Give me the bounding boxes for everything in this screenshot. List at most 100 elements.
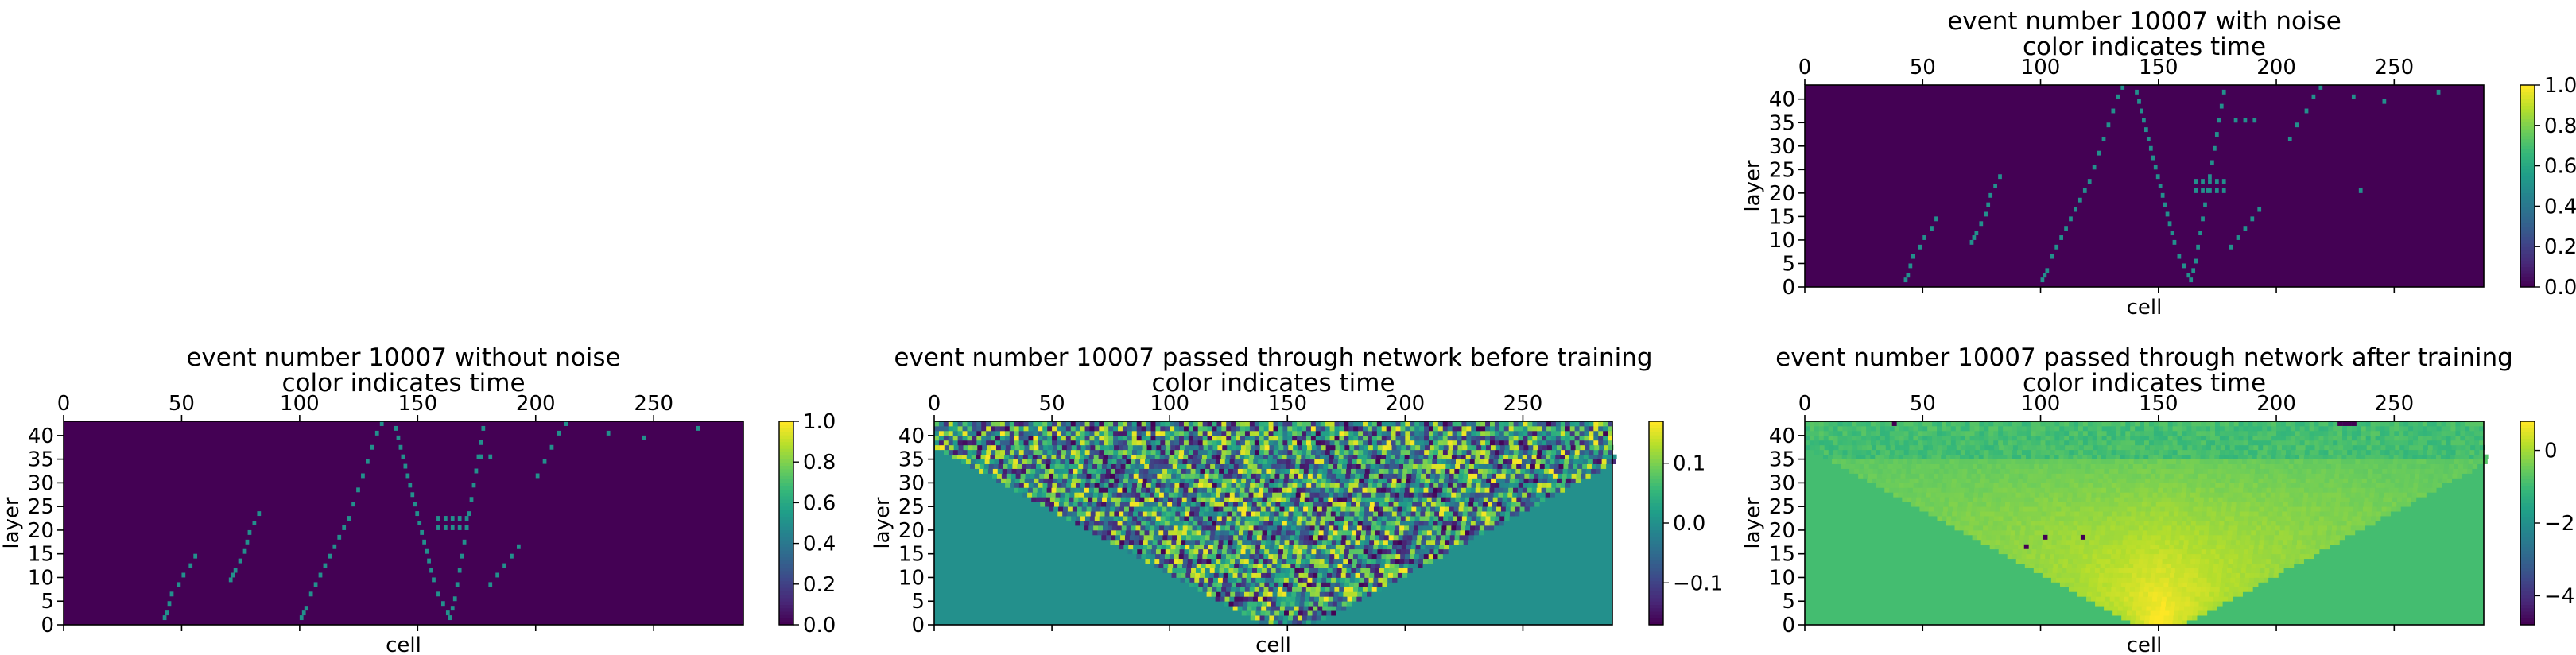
value-cell	[1593, 454, 1598, 460]
value-cell	[1254, 521, 1259, 526]
value-cell	[1084, 454, 1090, 460]
hit-cell	[165, 610, 169, 616]
value-cell	[1456, 487, 1462, 493]
colorbar-segment	[779, 570, 793, 575]
value-cell	[1497, 497, 1503, 502]
value-cell	[1219, 568, 1224, 573]
hit-cell	[2243, 118, 2248, 123]
value-cell	[1532, 440, 1538, 446]
colorbar-tick-label: 0.8	[803, 451, 836, 475]
value-cell	[1309, 459, 1315, 464]
value-cell	[1499, 516, 1505, 521]
value-cell	[1259, 587, 1264, 592]
value-cell	[1192, 525, 1197, 531]
value-cell	[1026, 463, 1032, 469]
value-cell	[2237, 563, 2243, 568]
hit-cell	[228, 577, 233, 583]
value-cell	[2078, 582, 2084, 587]
value-cell	[2225, 548, 2230, 555]
value-cell	[1419, 516, 1425, 521]
value-cell	[1375, 529, 1381, 536]
value-cell	[2279, 568, 2284, 573]
value-cell	[2271, 558, 2276, 564]
value-cell	[2099, 568, 2105, 573]
value-cell	[1485, 449, 1491, 455]
value-cell	[1325, 553, 1330, 560]
value-cell	[2205, 591, 2210, 597]
value-cell	[1014, 425, 1020, 432]
value-cell	[1063, 506, 1069, 512]
value-cell	[1323, 497, 1329, 502]
value-cell	[1344, 483, 1349, 488]
value-cell	[1236, 421, 1241, 427]
value-cell	[1080, 487, 1085, 493]
value-cell	[1211, 591, 1216, 597]
value-cell	[2203, 568, 2209, 573]
value-cell	[1123, 449, 1128, 455]
hit-cell	[323, 563, 328, 568]
value-cell	[1122, 435, 1128, 441]
value-cell	[1019, 444, 1025, 451]
colorbar-segment	[2520, 266, 2535, 271]
value-cell	[1041, 497, 1046, 502]
value-cell	[1373, 473, 1379, 479]
value-cell	[2201, 587, 2206, 592]
value-cell	[1250, 582, 1255, 587]
value-cell	[2244, 582, 2249, 587]
colorbar-segment	[1649, 560, 1663, 564]
value-cell	[1596, 468, 1601, 474]
value-cell	[1165, 435, 1170, 441]
value-cell	[1292, 421, 1298, 427]
value-cell	[1462, 444, 1468, 451]
value-cell	[1263, 525, 1268, 531]
value-cell	[1295, 563, 1301, 568]
value-cell	[1325, 587, 1330, 592]
value-cell	[1464, 502, 1469, 507]
value-cell	[2147, 568, 2152, 573]
value-cell	[1302, 548, 1307, 555]
value-cell	[1221, 449, 1227, 455]
value-cell	[1591, 468, 1596, 474]
value-cell	[1336, 468, 1342, 474]
y-tick-label: 40	[1769, 88, 1795, 112]
value-cell	[1367, 440, 1373, 446]
value-cell	[1426, 534, 1432, 541]
value-cell	[1009, 454, 1014, 460]
colorbar-segment	[2520, 283, 2535, 288]
value-cell	[1196, 563, 1202, 568]
value-cell	[1243, 558, 1250, 564]
colorbar-segment	[2520, 256, 2535, 261]
value-cell	[1305, 421, 1312, 427]
value-cell	[2198, 601, 2204, 607]
colorbar-segment	[2520, 88, 2535, 93]
value-cell	[1065, 449, 1072, 455]
value-cell	[1198, 516, 1204, 521]
value-cell	[1503, 449, 1510, 455]
value-cell	[1201, 525, 1207, 531]
value-cell	[2086, 596, 2092, 602]
value-cell	[957, 440, 963, 446]
value-cell	[1435, 502, 1441, 507]
value-cell	[1141, 430, 1146, 436]
value-cell	[1329, 487, 1335, 493]
value-cell	[1513, 421, 1519, 427]
value-cell	[1191, 529, 1197, 536]
value-cell	[1124, 468, 1131, 474]
value-cell	[1281, 497, 1286, 502]
value-cell	[1379, 529, 1386, 536]
hit-cell	[2140, 108, 2143, 114]
value-cell	[1250, 449, 1255, 455]
value-cell	[1346, 534, 1352, 541]
value-cell	[1177, 534, 1182, 541]
value-cell	[1399, 459, 1405, 464]
value-cell	[1348, 487, 1354, 493]
value-cell	[1240, 591, 1245, 597]
value-cell	[1391, 444, 1397, 451]
value-cell	[1014, 487, 1019, 493]
value-cell	[1267, 459, 1273, 464]
value-cell	[1499, 454, 1504, 460]
value-cell	[1290, 497, 1296, 502]
value-cell	[2196, 548, 2202, 555]
value-cell	[1244, 487, 1250, 493]
value-cell	[1221, 587, 1227, 592]
